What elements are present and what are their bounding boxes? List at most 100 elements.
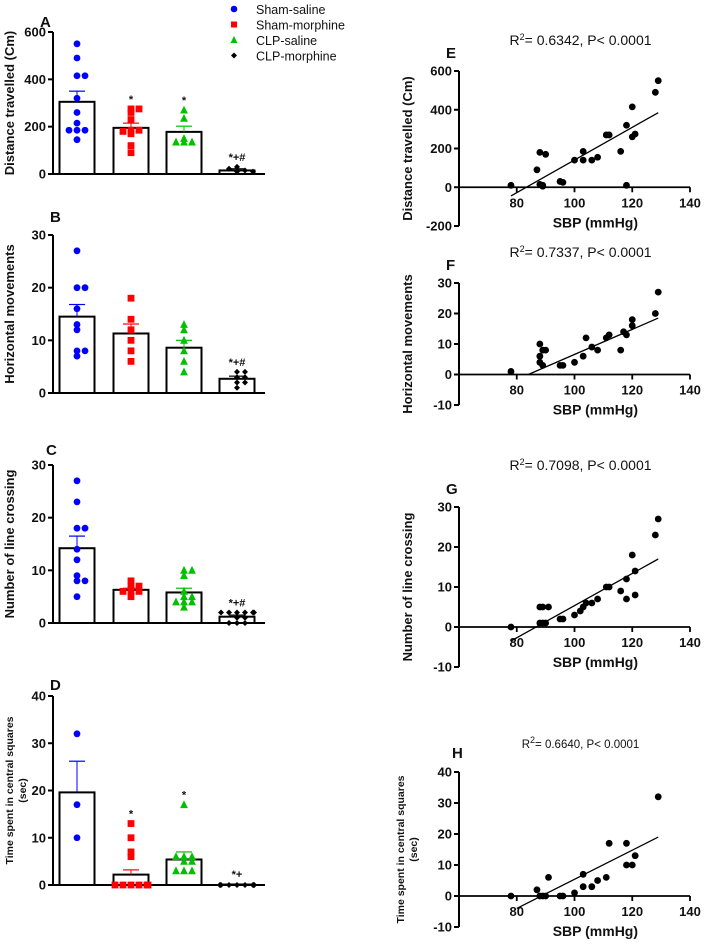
scatter-point xyxy=(508,624,515,631)
scatter-point xyxy=(588,344,595,351)
data-point-circle xyxy=(74,730,81,737)
scatter-point xyxy=(623,122,630,129)
scatter-point xyxy=(542,347,549,354)
x-tick-label: 100 xyxy=(564,904,586,919)
x-tick-label: 140 xyxy=(679,383,701,398)
significance-annotation: *+# xyxy=(229,597,246,609)
panel-label: B xyxy=(50,209,61,226)
data-point-square xyxy=(128,853,135,860)
data-point-circle xyxy=(74,95,81,102)
data-point-square xyxy=(120,128,127,135)
y-tick-label: 40 xyxy=(32,689,46,704)
data-point-circle xyxy=(74,305,81,312)
data-point-triangle xyxy=(188,566,196,574)
data-point-diamond xyxy=(242,882,248,888)
x-axis-label: SBP (mmHg) xyxy=(553,654,638,670)
y-tick-label: 20 xyxy=(438,540,452,555)
data-point-diamond xyxy=(234,882,240,888)
data-point-square xyxy=(136,588,143,595)
data-point-triangle xyxy=(180,114,188,122)
data-point-circle xyxy=(74,120,81,127)
data-point-square xyxy=(128,142,135,149)
legend-label: Sham-saline xyxy=(256,3,326,17)
scatter-point xyxy=(606,584,613,591)
stat-values: = 0.6640, P< 0.0001 xyxy=(535,739,639,751)
scatter-point xyxy=(594,596,601,603)
y-tick-label: 0 xyxy=(39,878,46,893)
scatter-point xyxy=(560,362,567,369)
data-point-square xyxy=(145,882,152,889)
scatter-point xyxy=(536,353,543,360)
scatter-point xyxy=(580,148,587,155)
scatter-point xyxy=(539,362,546,369)
scatter-point xyxy=(594,347,601,354)
data-point-circle xyxy=(82,525,89,532)
scatter-point xyxy=(536,149,543,156)
y-tick-label: 200 xyxy=(24,119,46,134)
data-point-square xyxy=(136,127,143,134)
y-tick-label: 0 xyxy=(445,889,452,904)
scatter-point xyxy=(655,289,662,296)
y-axis-label: Number of line crossing xyxy=(400,513,415,662)
y-tick-label: 20 xyxy=(32,510,46,525)
x-tick-label: 100 xyxy=(564,635,586,650)
data-point-circle xyxy=(74,498,81,505)
data-point-circle xyxy=(74,40,81,47)
scatter-point xyxy=(606,840,613,847)
y-tick-label: 10 xyxy=(438,580,452,595)
y-tick-label: 10 xyxy=(32,830,46,845)
data-point-square xyxy=(128,109,135,116)
legend-marker-circle-icon xyxy=(231,6,238,13)
scatter-point xyxy=(508,893,515,900)
x-tick-label: 100 xyxy=(564,195,586,210)
data-point-circle xyxy=(82,347,89,354)
data-point-triangle xyxy=(172,852,180,860)
scatter-point xyxy=(542,893,549,900)
regression-stats: R2= 0.7098, P< 0.0001 xyxy=(509,457,651,473)
scatter-point xyxy=(623,840,630,847)
data-point-square xyxy=(128,326,135,333)
scatter-point xyxy=(545,874,552,881)
scatter-point xyxy=(534,166,541,173)
legend-marker-triangle-icon xyxy=(231,36,238,43)
scatter-point xyxy=(580,157,587,164)
y-axis-label: (sec) xyxy=(408,837,420,862)
data-point-square xyxy=(136,106,143,113)
regression-stats: R2= 0.6640, P< 0.0001 xyxy=(522,735,640,751)
data-point-circle xyxy=(74,326,81,333)
scatter-point xyxy=(588,883,595,890)
data-point-circle xyxy=(74,127,81,134)
scatter-point xyxy=(571,157,578,164)
y-tick-label: 200 xyxy=(430,141,452,156)
data-point-circle xyxy=(82,72,89,79)
scatter-point xyxy=(629,103,636,110)
y-axis-label: Time spent in central squares xyxy=(395,775,407,923)
data-point-diamond xyxy=(251,609,257,615)
data-point-circle xyxy=(74,477,81,484)
y-tick-label: 30 xyxy=(438,796,452,811)
x-tick-label: 120 xyxy=(621,195,643,210)
y-tick-label: 0 xyxy=(445,367,452,382)
scatter-point xyxy=(617,148,624,155)
significance-annotation: * xyxy=(182,790,187,802)
x-tick-label: 140 xyxy=(679,195,701,210)
scatter-point xyxy=(606,331,613,338)
y-tick-label: 20 xyxy=(438,306,452,321)
data-point-circle xyxy=(74,136,81,143)
scatter-point xyxy=(623,182,630,189)
data-point-circle xyxy=(82,284,89,291)
regression-stats: R2= 0.6342, P< 0.0001 xyxy=(509,32,651,48)
scatter-point xyxy=(606,132,613,139)
scatter-point xyxy=(632,131,639,138)
significance-annotation: * xyxy=(129,809,134,821)
data-point-circle xyxy=(74,72,81,79)
data-point-diamond xyxy=(234,369,240,375)
y-tick-label: 0 xyxy=(39,616,46,631)
x-tick-label: 120 xyxy=(621,383,643,398)
